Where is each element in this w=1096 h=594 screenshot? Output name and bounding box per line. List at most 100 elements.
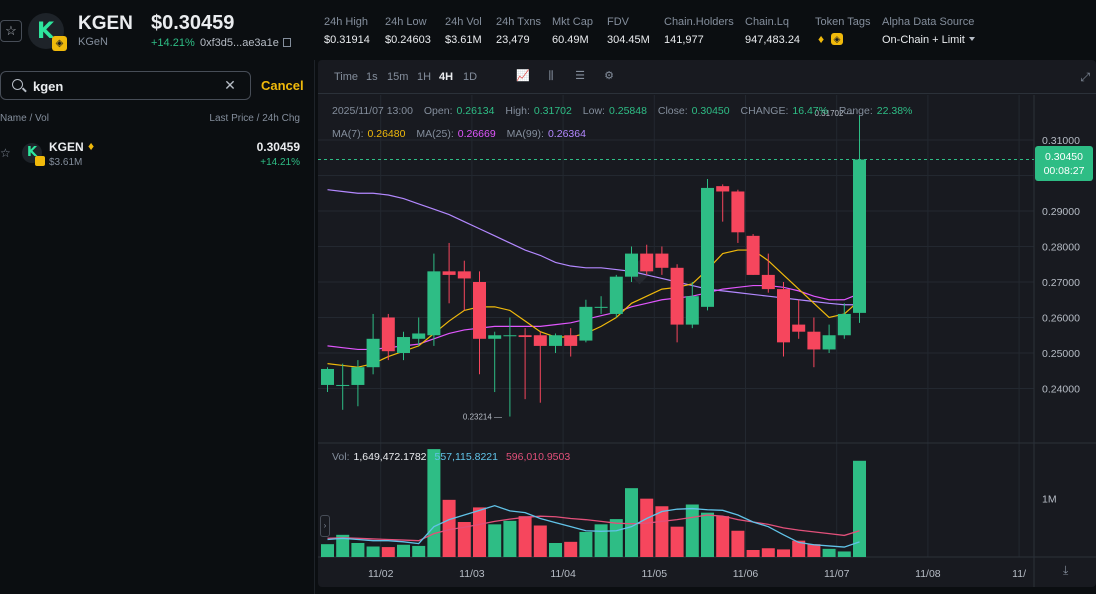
candle-body: [533, 335, 547, 346]
x-tick-label: 11/03: [459, 568, 485, 580]
token-name: KGeN: [78, 36, 108, 48]
stat-24h-low: 24h Low $0.24603: [385, 16, 431, 46]
ohlc-open-label: Open:: [423, 105, 453, 117]
ma99-value: 0.26364: [547, 128, 586, 140]
stat-value: 23,479: [496, 34, 530, 46]
stat-label: Mkt Cap: [552, 16, 593, 28]
candle-body: [746, 235, 760, 275]
candle-body: [685, 296, 699, 325]
volume-bar: [442, 499, 456, 557]
candle-countdown: 00:08:27: [1043, 165, 1085, 177]
stat-24h-high: 24h High $0.31914: [324, 16, 370, 46]
settings-list-icon[interactable]: ☰: [575, 70, 585, 82]
x-tick-label: 11/06: [733, 568, 759, 580]
candlestick-chart[interactable]: 0.310000.300000.290000.280000.270000.260…: [318, 60, 1096, 587]
kgen-logo-icon: K: [37, 19, 55, 44]
candle-body: [701, 187, 714, 307]
interval-4h[interactable]: 4H: [439, 71, 454, 83]
stat-label: 24h Vol: [445, 16, 482, 28]
interval-15m[interactable]: 15m: [387, 71, 409, 83]
volume-bar: [655, 506, 669, 557]
chain-tag-icon[interactable]: ◈: [831, 33, 843, 45]
candle-body: [427, 271, 441, 336]
volume-bar: [457, 522, 471, 557]
fullscreen-icon[interactable]: ⤢: [1080, 70, 1090, 84]
candle-body: [397, 337, 410, 353]
volume-bar: [473, 507, 486, 557]
y-tick-label: 0.25000: [1042, 348, 1080, 360]
ma7-line: [327, 249, 860, 368]
ohlc-low-label: Low:: [582, 105, 605, 117]
vol-ma5-line: [327, 504, 860, 548]
volume-bar: [427, 449, 441, 557]
stat-label: Alpha Data Source: [882, 16, 975, 28]
volume-bar: [761, 548, 775, 557]
kgen-logo-icon: K: [27, 145, 38, 160]
vol-ma10-value: 596,010.9503: [505, 451, 571, 463]
stat-value: $0.24603: [385, 34, 431, 46]
y-tick-label: 0.29000: [1042, 206, 1080, 218]
high-marker: 0.31702 —: [815, 109, 854, 118]
gear-icon[interactable]: ⚙: [604, 70, 614, 82]
ohlc-low: 0.25848: [608, 105, 647, 117]
stat-value: $3.61M: [445, 34, 482, 46]
interval-1h[interactable]: 1H: [417, 71, 432, 83]
volume-bar: [503, 520, 517, 557]
volume-bar: [746, 550, 760, 557]
autoscale-icon[interactable]: ⤓: [1063, 563, 1069, 577]
clear-icon[interactable]: ✕: [224, 77, 236, 93]
favorite-star-icon[interactable]: ☆: [0, 146, 11, 160]
vol-tick-label: 1M: [1042, 494, 1057, 506]
stat-label: FDV: [607, 16, 629, 28]
stat-value: 141,977: [664, 34, 704, 46]
list-item[interactable]: ☆ K KGEN ♦ $3.61M 0.30459 +14.21%: [0, 138, 300, 174]
ohlc-open: 0.26134: [456, 105, 495, 117]
search-input[interactable]: [33, 76, 213, 96]
toolbar-time[interactable]: Time: [334, 71, 359, 83]
alpha-gem-icon: ♦: [88, 139, 95, 153]
ohlc-close: 0.30450: [691, 105, 730, 117]
contract-address[interactable]: 0xf3d5...ae3a1e: [200, 37, 291, 49]
volume-bar: [488, 524, 502, 557]
col-price-change[interactable]: Last Price / 24h Chg: [209, 113, 300, 124]
volume-bar: [837, 551, 851, 557]
alpha-gem-icon[interactable]: ♦: [817, 32, 825, 46]
volume-bar: [792, 540, 806, 557]
volume-bar: [397, 544, 410, 557]
chart-panel: Time 1s 15m 1H 4H 1D 📈 ⫼ ☰ ⚙ ⤢ 0.31000 0.…: [318, 60, 1096, 587]
copy-icon[interactable]: [282, 38, 291, 47]
result-change: +14.21%: [260, 157, 300, 168]
data-source-value[interactable]: On-Chain + Limit: [882, 34, 975, 46]
candle-body: [473, 282, 486, 339]
data-source-select[interactable]: Alpha Data Source On-Chain + Limit: [882, 16, 975, 46]
stat-chain-lq: Chain.Lq 947,483.24: [745, 16, 800, 46]
y-tick-label: 0.27000: [1042, 277, 1080, 289]
chart-type-icon[interactable]: ⫼: [548, 70, 554, 82]
candle-body: [655, 253, 669, 268]
candle-body: [381, 317, 395, 352]
volume-bar: [625, 488, 638, 557]
stat-value: $0.31914: [324, 34, 370, 46]
x-tick-label: 11/05: [642, 568, 668, 580]
chain-badge-icon: ◈: [52, 36, 67, 51]
candle-body: [792, 324, 806, 332]
volume-bar: [853, 460, 866, 557]
cancel-button[interactable]: Cancel: [261, 78, 304, 93]
candle-body: [564, 335, 578, 346]
candle-body: [609, 276, 623, 314]
candle-body: [807, 331, 821, 350]
stat-24h-vol: 24h Vol $3.61M: [445, 16, 482, 46]
favorite-star-icon[interactable]: ☆: [0, 20, 22, 42]
interval-1s[interactable]: 1s: [366, 71, 378, 83]
stat-label: 24h High: [324, 16, 369, 28]
search-box[interactable]: ✕: [0, 71, 251, 100]
search-panel: ✕ Cancel Name / Vol Last Price / 24h Chg…: [0, 60, 315, 594]
interval-1d[interactable]: 1D: [463, 71, 478, 83]
col-name-vol[interactable]: Name / Vol: [0, 113, 49, 124]
volume-bar: [549, 543, 562, 557]
candle-body: [488, 335, 502, 339]
collapse-panel-icon[interactable]: ›: [320, 515, 330, 537]
candle-body: [853, 159, 866, 313]
volume-bar: [640, 498, 654, 557]
indicator-icon[interactable]: 📈: [516, 70, 530, 82]
